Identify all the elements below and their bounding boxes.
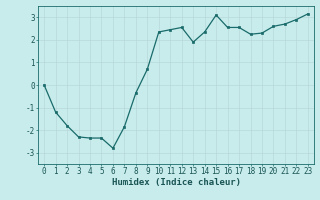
X-axis label: Humidex (Indice chaleur): Humidex (Indice chaleur) xyxy=(111,178,241,187)
